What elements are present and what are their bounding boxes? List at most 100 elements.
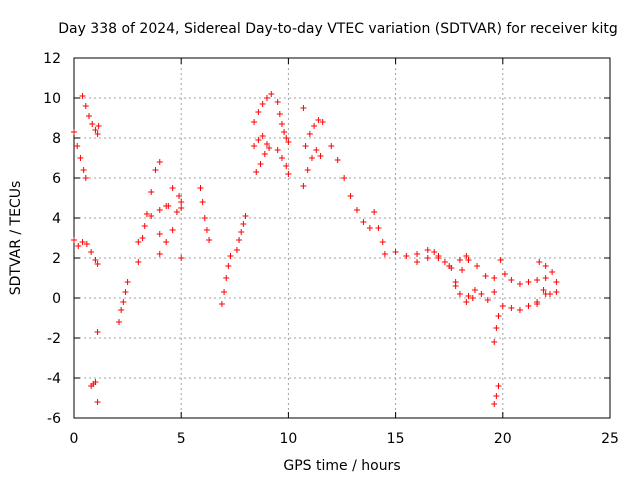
data-point	[300, 183, 307, 189]
series-arc-n	[251, 91, 275, 125]
data-point	[495, 313, 502, 319]
data-point	[199, 199, 206, 205]
data-point	[238, 229, 245, 235]
data-point	[178, 205, 185, 211]
data-point	[178, 255, 185, 261]
data-point	[319, 119, 326, 125]
series-arc-v	[381, 249, 442, 261]
data-point	[371, 209, 378, 215]
data-point	[251, 119, 258, 125]
series-isolated-b	[300, 105, 307, 111]
data-point	[94, 131, 101, 137]
series-arc-r	[302, 117, 326, 149]
series-arc-q	[274, 147, 292, 177]
series-arc-l	[233, 213, 249, 253]
data-point	[259, 101, 266, 107]
data-point	[540, 287, 547, 293]
data-point	[274, 99, 281, 105]
series-arc-ac	[491, 383, 502, 407]
data-point	[92, 257, 99, 263]
data-point	[456, 257, 463, 263]
data-point	[308, 155, 315, 161]
x-tick-label: 25	[601, 431, 619, 447]
data-point	[118, 307, 125, 313]
data-point	[259, 133, 266, 139]
series-arc-j	[197, 185, 213, 243]
data-point	[354, 207, 361, 213]
data-point	[135, 259, 142, 265]
y-axis-label: SDTVAR / TECUs	[8, 181, 24, 296]
data-point	[139, 235, 146, 241]
data-point	[156, 251, 163, 257]
data-point	[203, 227, 210, 233]
data-point	[482, 273, 489, 279]
data-point	[173, 209, 180, 215]
series-arc-ad	[497, 257, 549, 287]
data-point	[414, 251, 421, 257]
data-point	[300, 105, 307, 111]
data-point	[92, 127, 99, 133]
data-point	[278, 155, 285, 161]
data-point	[304, 167, 311, 173]
data-point	[456, 291, 463, 297]
series-arc-f	[135, 159, 163, 265]
series-arc-af	[534, 287, 560, 307]
data-point	[163, 239, 170, 245]
data-point	[508, 277, 515, 283]
data-point	[459, 267, 466, 273]
data-point	[77, 155, 84, 161]
data-point	[255, 109, 262, 115]
data-point	[452, 283, 459, 289]
data-point	[82, 175, 89, 181]
series-arc-aa	[465, 287, 498, 303]
data-point	[379, 239, 386, 245]
y-tick-label: -2	[47, 331, 61, 347]
data-point	[206, 237, 213, 243]
data-point	[392, 249, 399, 255]
series-arc-e	[116, 279, 131, 325]
data-point	[278, 121, 285, 127]
data-point	[536, 259, 543, 265]
data-point	[285, 139, 292, 145]
data-point	[236, 237, 243, 243]
data-point	[403, 253, 410, 259]
data-point	[79, 93, 86, 99]
data-point	[148, 213, 155, 219]
data-point	[135, 239, 142, 245]
data-point	[169, 227, 176, 233]
data-point	[143, 211, 150, 217]
x-tick-label: 5	[177, 431, 186, 447]
data-point	[534, 277, 541, 283]
chart-title: Day 338 of 2024, Sidereal Day-to-day VTE…	[58, 21, 618, 37]
data-point	[276, 111, 283, 117]
series-arc-z	[446, 263, 476, 305]
data-point	[441, 259, 448, 265]
data-point	[542, 263, 549, 269]
series-arc-c	[79, 93, 101, 137]
data-point	[525, 279, 532, 285]
data-point	[317, 153, 324, 159]
data-point	[497, 257, 504, 263]
data-point	[240, 221, 247, 227]
y-tick-label: 10	[43, 91, 61, 107]
data-point	[424, 255, 431, 261]
data-point	[347, 193, 354, 199]
data-point	[553, 279, 560, 285]
data-point	[484, 297, 491, 303]
data-point	[495, 383, 502, 389]
data-point	[255, 137, 262, 143]
data-point	[94, 261, 101, 267]
data-point	[156, 231, 163, 237]
y-tick-label: -6	[47, 411, 61, 427]
data-point	[253, 169, 260, 175]
axis-ticks: 0 5 10 15 20 25 -6 -4 -2 0 2 4 6 8 10 12	[43, 51, 619, 447]
series-arc-a	[71, 129, 89, 181]
data-point	[471, 287, 478, 293]
data-point	[474, 263, 481, 269]
data-point	[95, 123, 102, 129]
data-point	[516, 281, 523, 287]
data-point	[553, 289, 560, 295]
series-isolated	[94, 123, 102, 405]
data-point	[491, 339, 498, 345]
